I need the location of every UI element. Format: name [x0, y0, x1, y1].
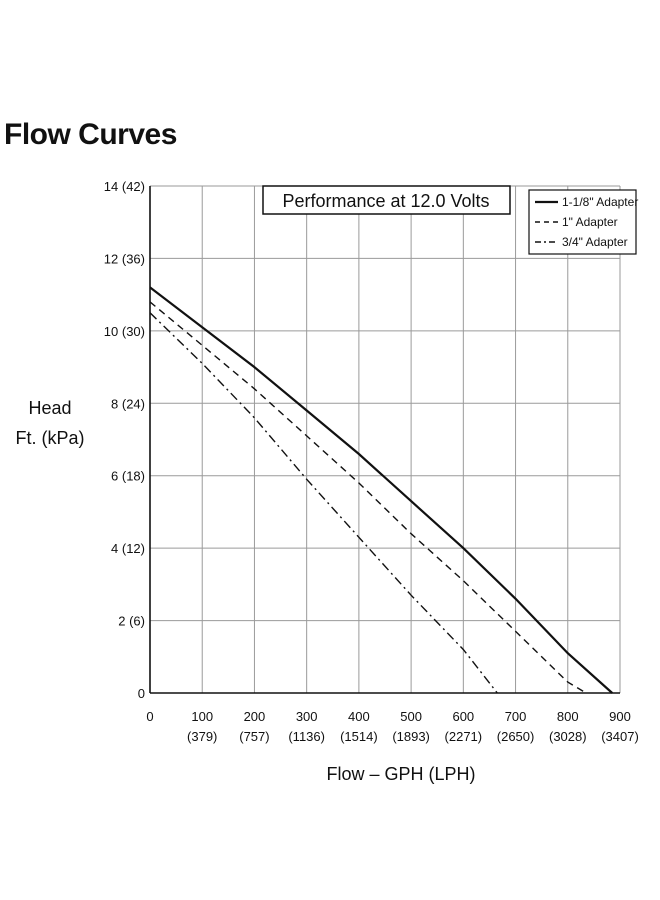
series-group: [149, 286, 613, 694]
legend-label: 1-1/8" Adapter: [562, 195, 638, 209]
x-tick-sublabel: (379): [187, 729, 217, 744]
chart-title: Performance at 12.0 Volts: [282, 191, 489, 211]
x-tick-sublabel: (3028): [549, 729, 587, 744]
x-tick-sublabel: (2271): [445, 729, 483, 744]
series-line: [149, 301, 587, 694]
grid: [149, 185, 621, 694]
x-tick-label: 700: [505, 709, 527, 724]
y-tick-label: 4 (12): [111, 541, 145, 556]
x-tick-sublabel: (1514): [340, 729, 378, 744]
page-title: Flow Curves: [4, 118, 177, 151]
legend: 1-1/8" Adapter 1" Adapter 3/4" Adapter: [528, 189, 638, 255]
y-tick-label: 0: [138, 686, 145, 701]
x-axis-label: Flow – GPH (LPH): [326, 764, 475, 784]
x-tick-sublabel: (3407): [601, 729, 639, 744]
y-axis-label-line1: Head: [28, 398, 71, 418]
x-tick-sublabel: (757): [239, 729, 269, 744]
legend-label: 3/4" Adapter: [562, 235, 628, 249]
y-tick-label: 10 (30): [104, 324, 145, 339]
y-tick-label: 2 (6): [118, 614, 145, 629]
y-tick-label: 12 (36): [104, 251, 145, 266]
x-tick-label: 200: [244, 709, 266, 724]
y-axis-label-line2: Ft. (kPa): [15, 428, 84, 448]
x-tick-label: 100: [191, 709, 213, 724]
x-tick-label: 300: [296, 709, 318, 724]
legend-label: 1" Adapter: [562, 215, 618, 229]
y-tick-label: 6 (18): [111, 469, 145, 484]
x-tick-label: 600: [452, 709, 474, 724]
tick-labels: 0 100 (379) 200 (757) 300 (1136) 400 (1514) 500 (1…: [104, 179, 639, 744]
x-tick-label: 800: [557, 709, 579, 724]
series-line: [149, 312, 498, 694]
x-tick-sublabel: (1893): [392, 729, 430, 744]
chart-title-box: Performance at 12.0 Volts: [262, 185, 511, 215]
x-tick-sublabel: (2650): [497, 729, 535, 744]
y-tick-label: 8 (24): [111, 396, 145, 411]
series-line: [149, 286, 613, 694]
x-tick-label: 900: [609, 709, 631, 724]
x-tick-sublabel: (1136): [288, 729, 325, 744]
x-tick-label: 500: [400, 709, 422, 724]
y-tick-label: 14 (42): [104, 179, 145, 194]
x-tick-label: 400: [348, 709, 370, 724]
x-tick-label: 0: [146, 709, 153, 724]
